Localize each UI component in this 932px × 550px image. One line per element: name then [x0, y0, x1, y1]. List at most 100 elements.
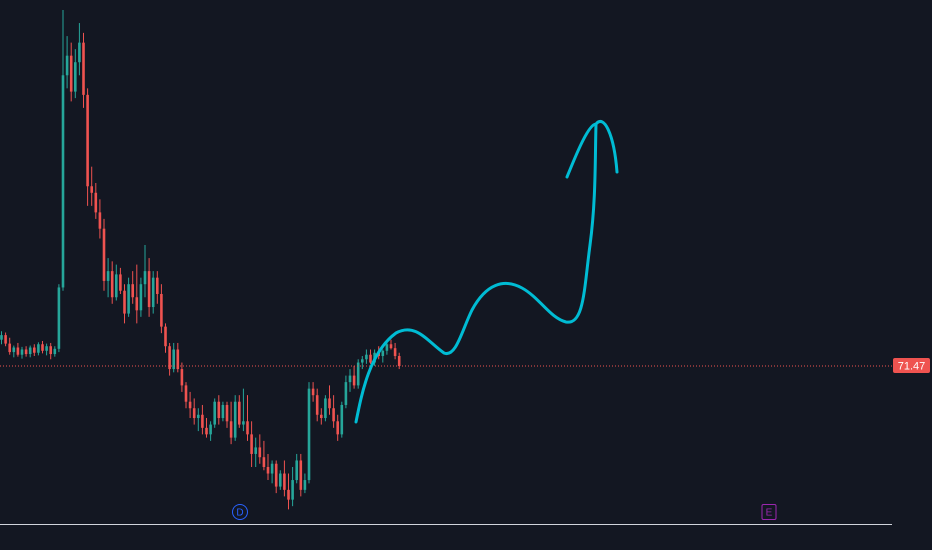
candle-body: [41, 344, 44, 351]
candle-body: [385, 344, 389, 351]
candle: [90, 166, 93, 206]
candle: [270, 460, 274, 484]
candle-body: [283, 473, 286, 490]
candle: [57, 284, 61, 353]
candle-body: [147, 271, 151, 308]
candle-body: [365, 354, 368, 360]
candle-body: [176, 349, 180, 370]
candle: [82, 32, 85, 108]
candle-body: [369, 354, 372, 363]
candle: [69, 42, 73, 102]
candle-body: [33, 347, 36, 353]
candle: [266, 453, 270, 481]
candle-body: [127, 284, 130, 314]
candle: [250, 421, 253, 467]
candle-body: [192, 408, 196, 419]
candle-body: [28, 347, 32, 355]
candle-body: [348, 375, 352, 383]
candle-body: [221, 404, 225, 419]
candle-body: [352, 375, 356, 386]
candle-body: [12, 347, 16, 353]
candle: [381, 349, 385, 363]
candle: [332, 395, 335, 428]
candle-body: [69, 55, 73, 92]
candle-body: [115, 274, 118, 298]
candle-body: [119, 274, 122, 291]
candle: [238, 395, 241, 428]
earnings-marker-label: E: [766, 508, 773, 519]
candle-body: [57, 287, 61, 349]
candle-body: [279, 473, 282, 487]
candle-body: [225, 404, 229, 422]
candle: [24, 346, 28, 357]
candle-body: [135, 297, 139, 311]
candle: [324, 395, 327, 422]
candle: [320, 408, 323, 425]
candle-body: [24, 349, 28, 355]
candle-body: [0, 335, 3, 340]
candle-body: [8, 343, 11, 353]
candle: [369, 349, 372, 364]
dividend-marker[interactable]: D: [232, 504, 248, 520]
candle-body: [172, 349, 175, 370]
candle-body: [20, 349, 24, 355]
candle-body: [217, 401, 221, 419]
candle-body: [106, 271, 110, 281]
candle-body: [131, 284, 134, 298]
candle: [295, 453, 298, 484]
candle: [41, 340, 44, 354]
candle-body: [238, 401, 241, 425]
candle-body: [49, 346, 52, 355]
candle: [246, 395, 249, 441]
candle: [180, 362, 184, 392]
candle: [393, 342, 397, 360]
candle: [192, 398, 196, 425]
candle-body: [393, 348, 397, 357]
candle-body: [274, 463, 278, 487]
candle: [156, 271, 159, 304]
earnings-marker[interactable]: E: [761, 504, 777, 520]
candle-body: [389, 344, 393, 349]
candle-body: [266, 467, 270, 474]
candle-body: [315, 395, 319, 415]
candle-body: [164, 326, 167, 347]
candle: [86, 88, 89, 206]
candle: [115, 264, 118, 301]
candle-body: [311, 388, 315, 396]
candle-body: [143, 271, 147, 285]
candle: [287, 473, 290, 510]
candle: [139, 277, 143, 317]
candle-body: [250, 434, 253, 454]
candle-body: [262, 457, 266, 467]
candle: [188, 391, 192, 419]
candle-body: [213, 401, 216, 425]
candle-body: [53, 348, 57, 355]
candle-body: [205, 427, 208, 435]
candle-body: [381, 350, 385, 357]
candle: [53, 346, 57, 357]
candle-body: [74, 62, 77, 92]
candle: [135, 264, 139, 324]
drawn-arrow-projection[interactable]: [354, 120, 619, 424]
candle-body: [291, 480, 294, 500]
candle: [119, 267, 122, 294]
candle: [303, 473, 307, 494]
candle-body: [246, 421, 249, 435]
candle: [254, 437, 257, 467]
candle: [242, 388, 245, 432]
time-axis-area[interactable]: [0, 525, 932, 550]
candle: [352, 365, 356, 389]
candle: [74, 49, 77, 99]
candle: [49, 342, 52, 360]
candle: [33, 344, 36, 357]
candle: [389, 339, 393, 350]
candle: [16, 342, 20, 357]
candle-body: [4, 335, 7, 344]
candle: [98, 199, 102, 239]
candle: [78, 23, 81, 76]
dividend-marker-label: D: [236, 508, 243, 519]
candle: [106, 258, 110, 298]
candle: [110, 261, 114, 304]
